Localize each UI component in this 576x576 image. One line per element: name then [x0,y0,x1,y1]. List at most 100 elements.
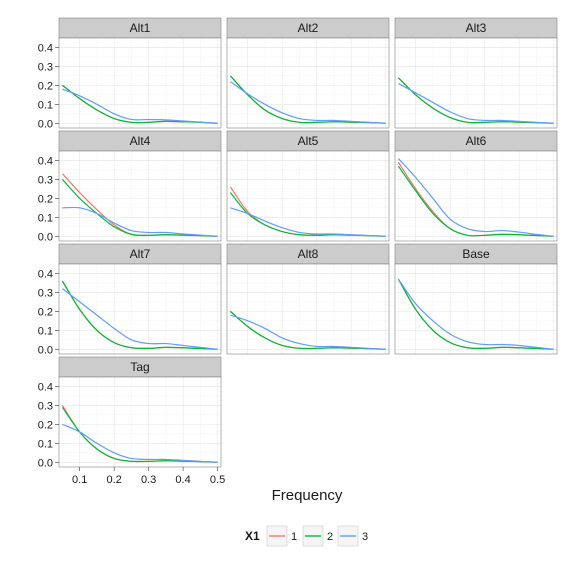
facet-strip-label: Alt8 [298,247,319,261]
facet-panel-alt2: Alt2 [226,17,390,129]
plot-background [59,151,221,241]
facet-panel-alt8: Alt8 [226,243,390,355]
plot-area [58,263,222,355]
facet-panel-base: Base [394,243,558,355]
plot-area [394,263,558,355]
y-tick-label: 0.2 [38,306,53,318]
x-axis-title: Frequency [272,487,343,504]
facet-panel-alt3: Alt3 [394,17,558,129]
y-tick-label: 0.3 [38,287,53,299]
series-line-2 [61,280,218,350]
legend-item-1: 1 [266,525,297,547]
y-tick-label: 0.1 [38,438,53,450]
plot-background [227,151,389,241]
y-tick-label: 0.1 [38,325,53,337]
facet-panel-alt7: Alt7 [58,243,222,355]
y-tick-label: 0.1 [38,99,53,111]
y-tick-label: 0.4 [38,268,53,280]
y-tick-label: 0.2 [38,80,53,92]
panel-border [58,263,222,355]
panel-border [58,150,222,242]
facet-panels: Alt1 Alt2 Alt3 Alt4 Alt5 Alt6 Alt7 Alt8 Base Tag [58,17,558,468]
facet-strip-label: Alt5 [298,134,319,148]
panel-border [394,150,558,242]
x-tick-label: 0.2 [107,474,122,486]
panel-border [226,150,390,242]
plot-background [227,264,389,354]
plot-background [395,38,557,128]
series-line-3 [230,314,386,350]
y-axes: 0.0 0.1 0.2 0.3 0.4 0.0 0.1 0.2 0.3 0.4 0.0 0.1 0.2 0… [38,42,59,469]
series-line-2 [62,179,218,237]
y-tick-label: 0.3 [38,400,53,412]
plot-area [226,150,390,242]
plot-background [59,377,221,467]
plot-area [394,37,558,129]
x-axis: 0.1 0.2 0.3 0.4 0.5 [72,467,225,486]
plot-area [58,37,222,129]
y-tick-label: 0.0 [38,231,53,243]
series-line-3 [62,288,218,350]
plot-area [394,150,558,242]
series-line-3 [62,206,218,237]
facet-strip-label: Alt1 [130,21,151,35]
series-line-3 [230,207,386,237]
facet-panel-alt5: Alt5 [226,130,390,242]
y-tick-label: 0.3 [38,174,53,186]
series-line-3 [62,423,218,463]
legend-item-2: 2 [302,525,333,547]
x-tick-label: 0.1 [72,474,87,486]
y-tick-label: 0.0 [38,344,53,356]
plot-area [58,376,222,468]
series-line-3 [397,278,554,350]
y-tick-label: 0.0 [38,118,53,130]
y-tick-label: 0.2 [38,193,53,205]
facet-strip-label: Base [462,247,490,261]
facet-panel-alt4: Alt4 [58,130,222,242]
legend-label: 1 [291,531,297,543]
plot-background [227,38,389,128]
y-tick-label: 0.3 [38,61,53,73]
facet-panel-tag: Tag [58,356,222,468]
facet-strip-label: Alt7 [130,247,151,261]
panel-border [58,37,222,129]
panel-border [226,263,390,355]
y-tick-label: 0.0 [38,457,53,469]
facet-strip-label: Tag [130,360,149,374]
y-tick-label: 0.4 [38,42,53,54]
legend-label: 2 [327,531,333,543]
x-tick-label: 0.4 [175,474,190,486]
plot-background [59,38,221,128]
y-tick-label: 0.4 [38,381,53,393]
legend-title: X1 [245,529,260,543]
plot-area [226,263,390,355]
series-line-2 [397,278,554,350]
y-tick-label: 0.1 [38,212,53,224]
plot-background [395,151,557,241]
plot-area [226,37,390,129]
series-line-3 [398,82,554,124]
plot-area [58,150,222,242]
x-tick-label: 0.3 [141,474,156,486]
series-line-3 [62,88,218,124]
y-tick-label: 0.4 [38,155,53,167]
plot-background [59,264,221,354]
panel-border [226,37,390,129]
facet-strip-label: Alt2 [298,21,319,35]
facet-panel-alt1: Alt1 [58,17,222,129]
facet-strip-label: Alt4 [130,134,151,148]
facet-panel-alt6: Alt6 [394,130,558,242]
legend: X1 1 2 3 [245,525,368,547]
facet-strip-label: Alt6 [466,134,487,148]
panel-border [394,37,558,129]
legend-item-3: 3 [337,525,368,547]
panel-border [394,263,558,355]
series-line-3 [398,158,554,237]
legend-label: 3 [362,531,368,543]
facet-strip-label: Alt3 [466,21,487,35]
y-tick-label: 0.2 [38,419,53,431]
plot-background [395,264,557,354]
series-line-3 [230,81,386,124]
series-line-2 [397,165,554,237]
